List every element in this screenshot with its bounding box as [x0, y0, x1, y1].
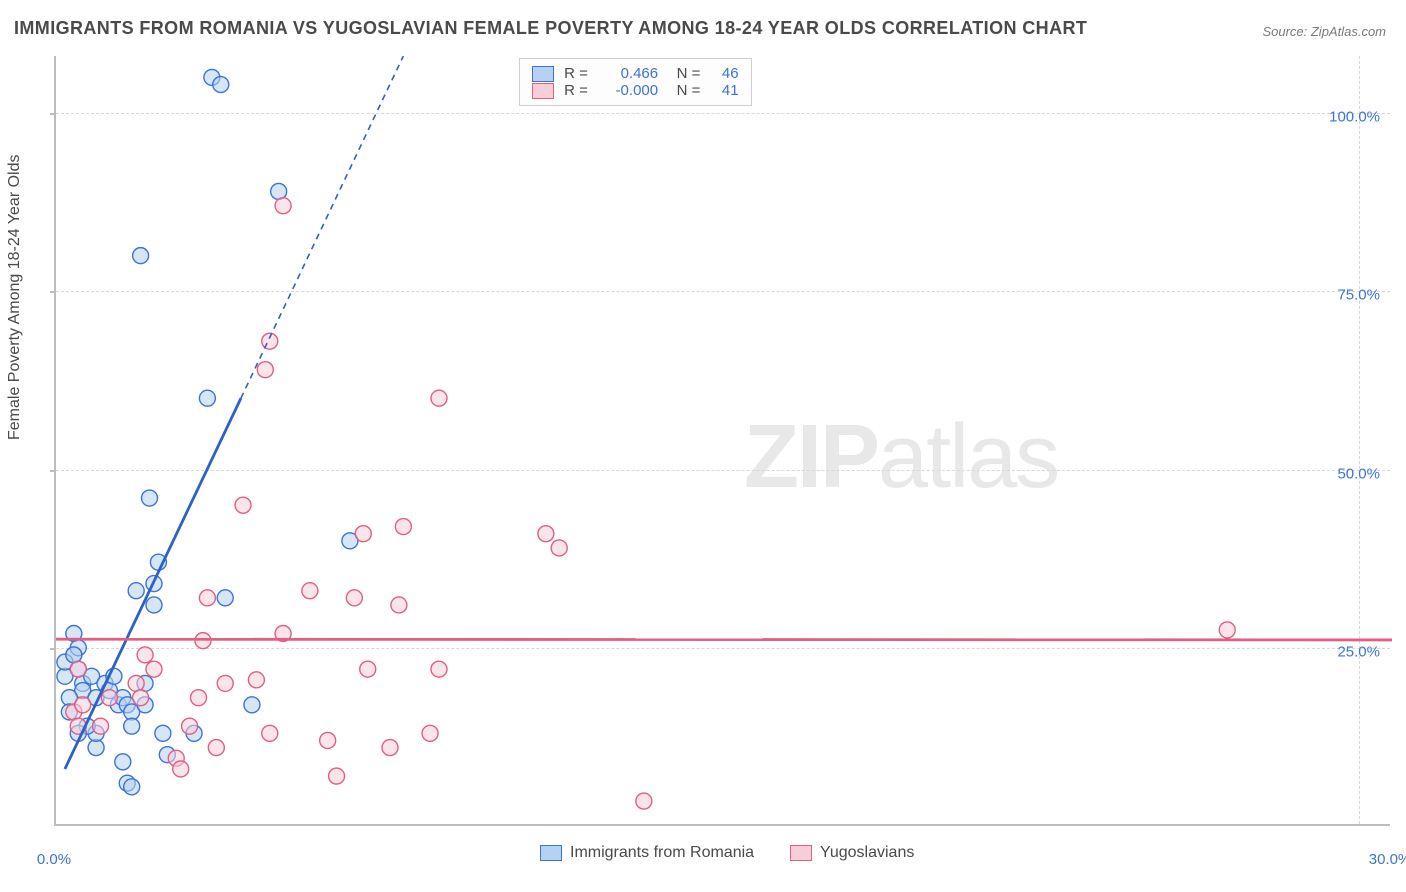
data-point — [124, 779, 140, 795]
data-point — [199, 390, 215, 406]
correlation-legend: R = 0.466 N = 46 R = -0.000 N = 41 — [519, 58, 752, 106]
data-point — [93, 718, 109, 734]
data-point — [217, 675, 233, 691]
legend-label: Immigrants from Romania — [570, 844, 754, 862]
data-point — [248, 672, 264, 688]
data-point — [124, 718, 140, 734]
data-point — [382, 740, 398, 756]
data-point — [217, 590, 233, 606]
plot-axes — [54, 56, 1390, 826]
data-point — [133, 690, 149, 706]
legend-label: Yugoslavians — [820, 844, 914, 862]
data-point — [155, 725, 171, 741]
data-point — [302, 583, 318, 599]
legend-swatch — [532, 66, 554, 82]
data-point — [235, 497, 251, 513]
x-tick-label: 30.0% — [1369, 851, 1406, 868]
legend-item: Yugoslavians — [790, 844, 914, 862]
trend-line — [65, 398, 241, 769]
legend-stat-row: R = -0.000 N = 41 — [532, 82, 739, 99]
data-point — [199, 590, 215, 606]
legend-swatch — [540, 845, 562, 861]
legend-swatch — [790, 845, 812, 861]
data-point — [391, 597, 407, 613]
data-point — [66, 647, 82, 663]
data-point — [70, 661, 86, 677]
data-point — [244, 697, 260, 713]
scatter-svg — [56, 56, 1392, 826]
data-point — [262, 725, 278, 741]
data-point — [75, 697, 91, 713]
data-point — [431, 390, 447, 406]
legend-item: Immigrants from Romania — [540, 844, 754, 862]
data-point — [329, 768, 345, 784]
data-point — [275, 198, 291, 214]
data-point — [133, 248, 149, 264]
data-point — [431, 661, 447, 677]
plot-area: ZIPatlas R = 0.466 N = 46 R = -0.000 N =… — [54, 56, 1390, 826]
data-point — [360, 661, 376, 677]
data-point — [257, 362, 273, 378]
source-label: Source: ZipAtlas.com — [1262, 24, 1386, 39]
trend-line — [56, 639, 1392, 640]
data-point — [208, 740, 224, 756]
data-point — [146, 597, 162, 613]
data-point — [137, 647, 153, 663]
y-tick-label: 25.0% — [1337, 643, 1392, 660]
y-tick-label: 75.0% — [1337, 287, 1392, 304]
legend-swatch — [532, 83, 554, 99]
series-legend: Immigrants from Romania Yugoslavians — [540, 844, 914, 862]
y-tick-label: 100.0% — [1329, 109, 1392, 126]
x-tick-label: 0.0% — [37, 851, 71, 868]
data-point — [551, 540, 567, 556]
y-axis-label: Female Poverty Among 18-24 Year Olds — [6, 155, 24, 441]
data-point — [320, 732, 336, 748]
data-point — [128, 675, 144, 691]
data-point — [142, 490, 158, 506]
trend-line-dashed — [241, 56, 403, 398]
data-point — [355, 526, 371, 542]
data-point — [115, 754, 131, 770]
data-point — [271, 183, 287, 199]
data-point — [146, 661, 162, 677]
data-point — [538, 526, 554, 542]
data-point — [101, 690, 117, 706]
y-tick-label: 50.0% — [1337, 465, 1392, 482]
data-point — [346, 590, 362, 606]
legend-stat-row: R = 0.466 N = 46 — [532, 65, 739, 82]
data-point — [191, 690, 207, 706]
data-point — [173, 761, 189, 777]
data-point — [128, 583, 144, 599]
chart-title: IMMIGRANTS FROM ROMANIA VS YUGOSLAVIAN F… — [14, 18, 1087, 39]
data-point — [395, 519, 411, 535]
data-point — [1219, 622, 1235, 638]
data-point — [636, 793, 652, 809]
data-point — [422, 725, 438, 741]
data-point — [182, 718, 198, 734]
data-point — [213, 77, 229, 93]
